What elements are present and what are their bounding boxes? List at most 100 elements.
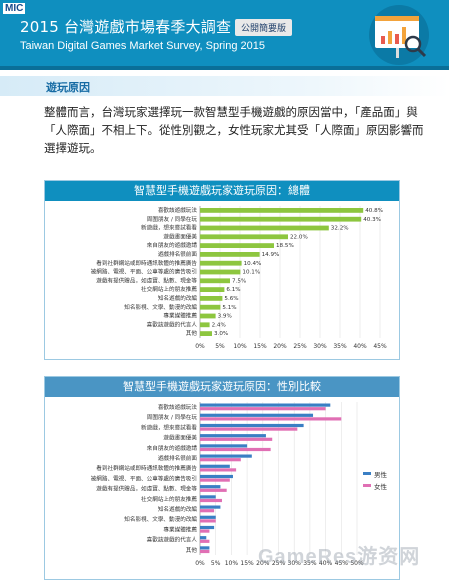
x-tick-label: 35%	[303, 560, 317, 567]
category-label: 遊戲畫面優美	[163, 232, 197, 240]
bar	[200, 313, 216, 319]
category-label: 看到社群網站或即時通訊軟體的推薦廣告	[96, 259, 197, 267]
bar	[200, 331, 212, 336]
value-label: 7.5%	[232, 278, 246, 284]
report-header: MIC 2015 台灣遊戲市場春季大調查 公開簡要版 Taiwan Digita…	[0, 0, 449, 70]
value-label: 22.0%	[290, 234, 308, 240]
category-label: 社交網站上的朋友推薦	[141, 285, 197, 293]
bar	[200, 322, 210, 328]
bar-male	[200, 505, 221, 509]
value-label: 18.5%	[276, 243, 294, 249]
x-tick-label: 15%	[253, 343, 267, 350]
section-heading-bar	[0, 76, 449, 96]
category-label: 社交網站上的朋友推薦	[141, 495, 197, 503]
value-label: 6.1%	[226, 287, 240, 293]
category-label: 周圍朋友 / 同學在玩	[147, 413, 198, 421]
bar-female	[200, 447, 271, 452]
category-label: 新遊戲，想來嘗試看看	[141, 224, 197, 232]
legend-label: 男性	[374, 470, 388, 479]
category-label: 其他	[186, 329, 198, 337]
category-label: 知名遊戲的改編	[158, 505, 198, 513]
bar-female	[200, 437, 273, 441]
bar-male	[200, 434, 266, 438]
watermark: GameRes游资网	[258, 546, 421, 568]
category-label: 來自朋友的遊戲邀請	[147, 241, 198, 249]
value-label: 32.2%	[331, 226, 349, 232]
value-label: 40.3%	[363, 217, 381, 223]
x-tick-label: 0%	[195, 343, 205, 350]
bar	[200, 287, 225, 292]
bar	[200, 225, 329, 231]
category-label: 遊戲排名很前面	[158, 454, 198, 462]
bar-female	[200, 549, 210, 554]
x-tick-label: 0%	[195, 560, 205, 567]
x-tick-label: 50%	[350, 560, 364, 567]
value-label: 2.4%	[212, 322, 226, 328]
category-label: 喜歡該遊戲玩法	[158, 403, 198, 411]
category-label: 被網路、電視、平面、公車等處的廣告吸引	[91, 474, 197, 482]
presentation-chart-icon	[369, 5, 429, 65]
bar-male	[200, 474, 233, 479]
category-label: 被網路、電視、平面、公車等處的廣告吸引	[91, 268, 197, 276]
bar-female	[200, 468, 237, 472]
category-label: 周圍朋友 / 同學在玩	[147, 215, 198, 223]
value-label: 10.4%	[244, 261, 262, 267]
x-tick-label: 35%	[333, 343, 347, 350]
bar-female	[200, 478, 230, 482]
category-label: 專業媒體推薦	[163, 525, 197, 533]
x-tick-label: 30%	[313, 343, 327, 350]
bar-male	[200, 413, 314, 417]
bar-male	[200, 525, 215, 530]
x-tick-label: 10%	[225, 560, 239, 567]
category-label: 專業媒體推薦	[163, 312, 197, 320]
value-label: 3.9%	[218, 314, 232, 320]
x-tick-label: 25%	[272, 560, 286, 567]
category-label: 知名影視、文學、動漫的改編	[124, 515, 197, 523]
gender-chart-title: 智慧型手機遊戲玩家遊玩原因：性別比較	[45, 377, 399, 397]
bar-male	[200, 546, 210, 550]
legend-label: 女性	[374, 482, 388, 491]
overall-chart-title: 智慧型手機遊戲玩家遊玩原因：總體	[45, 181, 399, 201]
x-tick-label: 20%	[256, 560, 270, 567]
bar-female	[200, 488, 227, 492]
bar-male	[200, 423, 304, 428]
category-label: 知名影視、文學、動漫的改編	[124, 303, 197, 311]
category-label: 知名遊戲的改編	[158, 294, 198, 302]
bar-male	[200, 403, 331, 407]
bar	[200, 260, 242, 266]
x-tick-label: 5%	[215, 343, 225, 350]
report-title: 2015 台灣遊戲市場春季大調查	[20, 18, 232, 36]
public-edition-badge: 公開簡要版	[235, 19, 293, 36]
x-tick-label: 5%	[211, 560, 221, 567]
category-label: 喜歡該遊戲玩法	[158, 206, 198, 214]
bar-male	[200, 515, 216, 519]
category-label: 遊戲有提供贈品，如虛寶、點數、現金等	[96, 485, 197, 493]
x-tick-label: 10%	[233, 343, 247, 350]
bar-male	[200, 464, 230, 468]
bar-male	[200, 495, 216, 499]
summary-paragraph: 整體而言，台灣玩家選擇玩一款智慧型手機遊戲的原因當中，「產品面」與「人際面」不相…	[44, 105, 424, 155]
report-subtitle: Taiwan Digital Games Market Survey, Spri…	[20, 40, 265, 52]
category-label: 遊戲畫面優美	[163, 434, 197, 442]
gender-reasons-chart: 智慧型手機遊戲玩家遊玩原因：性別比較 0% 5% 10% 15% 20% 25% 30% 35…	[44, 376, 400, 580]
overall-reasons-chart: 智慧型手機遊戲玩家遊玩原因：總體 0% 5% 10% 15% 20% 25% 30% 35% 4…	[44, 180, 400, 360]
value-label: 14.9%	[262, 252, 280, 258]
bar-female	[200, 519, 216, 523]
bar	[200, 296, 223, 301]
value-label: 40.8%	[365, 208, 383, 214]
bar-female	[200, 529, 210, 533]
overall-chart-plot: 0% 5% 10% 15% 20% 25% 30% 35% 40% 45% 喜歡該遊戲玩法 40.8%…	[91, 206, 387, 350]
value-label: 10.1%	[242, 270, 260, 276]
value-label: 5.6%	[224, 296, 238, 302]
value-label: 3.0%	[214, 331, 228, 337]
x-tick-label: 40%	[353, 343, 367, 350]
value-label: 5.1%	[222, 305, 236, 311]
category-label: 新遊戲，想來嘗試看看	[141, 423, 197, 431]
bar-male	[200, 444, 248, 448]
bar-female	[200, 417, 342, 421]
bar	[200, 269, 241, 275]
category-label: 看到社群網站或即時通訊軟體的推薦廣告	[96, 464, 197, 472]
x-tick-label: 40%	[319, 560, 333, 567]
bar-male	[200, 485, 221, 489]
category-label: 其他	[186, 546, 198, 554]
